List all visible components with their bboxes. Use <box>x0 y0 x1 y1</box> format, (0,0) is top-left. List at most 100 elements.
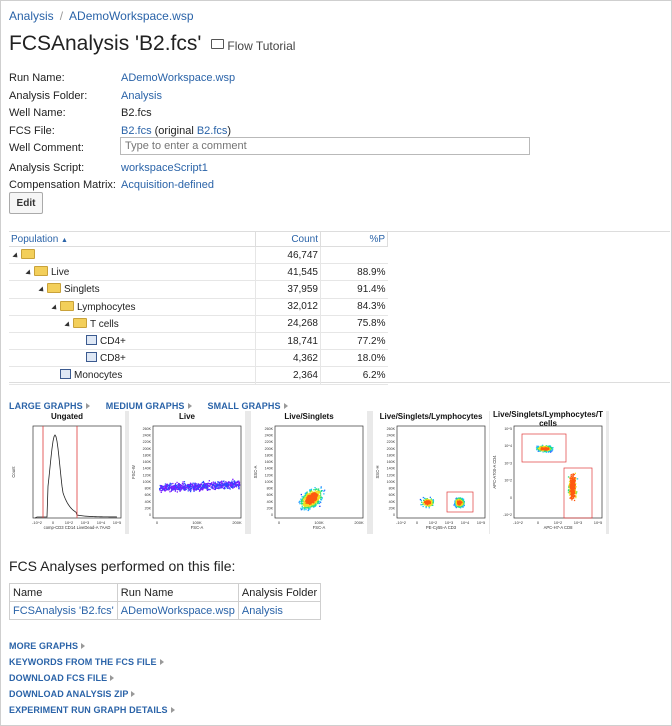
event-dot <box>193 489 195 491</box>
event-dot <box>307 497 309 499</box>
event-dot <box>574 481 576 483</box>
graph-thumbnail[interactable]: Live 260K 240K 220K 200K 180K 160K 140K 120K 100K… <box>129 411 245 534</box>
event-dot <box>305 505 307 507</box>
event-dot <box>309 502 312 505</box>
x-tick-label: 10^2 <box>429 520 438 525</box>
population-name[interactable]: Singlets <box>64 284 100 296</box>
population-name[interactable]: CD4+ <box>100 336 126 348</box>
event-dot <box>575 478 577 480</box>
more-graphs-link[interactable]: MORE GRAPHS <box>9 641 86 651</box>
graph-thumbnail[interactable]: Live/Singlets/Lymphocytes/T cells 10^5 10^… <box>490 410 606 534</box>
fcs-file-link[interactable]: B2.fcs <box>121 124 152 137</box>
graph-thumbnail[interactable]: Live/Singlets/Lymphocytes 260K 240K 220K 200… <box>373 411 489 534</box>
event-dot <box>202 489 204 491</box>
population-name[interactable]: Monocytes <box>74 370 123 382</box>
event-dot <box>572 478 574 480</box>
event-dot <box>320 487 322 489</box>
breadcrumb-workspace-link[interactable]: ADemoWorkspace.wsp <box>69 9 194 23</box>
expand-toggle-icon[interactable] <box>51 304 59 312</box>
event-dot <box>300 500 303 502</box>
analysis-name-link[interactable]: FCSAnalysis 'B2.fcs' <box>13 604 114 617</box>
y-tick-label: 260K <box>265 427 274 431</box>
event-dot <box>307 498 309 500</box>
event-dot <box>194 485 196 487</box>
event-dot <box>314 504 316 506</box>
event-dot <box>234 484 236 486</box>
expand-toggle-icon[interactable] <box>25 269 33 277</box>
event-dot <box>171 485 174 487</box>
small-graphs-link[interactable]: SMALL GRAPHS <box>208 401 288 411</box>
percent-header[interactable]: %P <box>320 232 388 247</box>
x-tick-label: 0 <box>278 520 281 525</box>
bottom-links: MORE GRAPHS KEYWORDS FROM THE FCS FILE D… <box>9 640 175 720</box>
event-dot <box>314 493 316 495</box>
table-row: Singlets 37,959 91.4% <box>9 280 388 299</box>
large-graphs-link[interactable]: LARGE GRAPHS <box>9 401 90 411</box>
analysis-script-link[interactable]: workspaceScript1 <box>121 161 208 174</box>
event-dot <box>215 487 217 489</box>
small-graphs-label[interactable]: SMALL GRAPHS <box>207 401 281 411</box>
large-graphs-label[interactable]: LARGE GRAPHS <box>9 401 83 411</box>
event-dot <box>545 450 547 452</box>
count-header[interactable]: Count <box>255 232 321 247</box>
keywords-link[interactable]: KEYWORDS FROM THE FCS FILE <box>9 657 164 667</box>
event-dot <box>303 498 305 501</box>
population-header[interactable]: Population ▲ <box>9 232 256 247</box>
event-dot <box>318 498 320 500</box>
event-dot <box>306 506 308 509</box>
event-dot <box>537 446 539 448</box>
population-count: 4,362 <box>255 349 321 368</box>
population-name[interactable]: CD8+ <box>100 353 126 365</box>
event-dot <box>427 502 429 504</box>
population-count: 24,268 <box>255 315 321 333</box>
event-dot <box>572 481 574 484</box>
run-name-link[interactable]: ADemoWorkspace.wsp <box>121 72 236 84</box>
download-fcs-link[interactable]: DOWNLOAD FCS FILE <box>9 673 115 683</box>
edit-button[interactable]: Edit <box>9 192 43 214</box>
expand-toggle-icon[interactable] <box>12 252 20 260</box>
event-dot <box>317 498 319 501</box>
analysis-folder-link[interactable]: Analysis <box>241 604 283 617</box>
analysis-folder-link[interactable]: Analysis <box>121 89 162 102</box>
more-graphs-label[interactable]: MORE GRAPHS <box>9 641 79 651</box>
population-name[interactable]: Live <box>51 267 70 279</box>
event-dot <box>184 484 186 486</box>
event-dot <box>569 479 572 481</box>
event-dot <box>318 494 320 496</box>
population-name[interactable]: T cells <box>90 318 119 330</box>
graph-thumbnail[interactable]: Ungated -10^2 0 10^2 10^3 10^4 10^5 comp-CD3 CD… <box>9 411 125 534</box>
event-dot <box>195 489 197 491</box>
download-zip-link[interactable]: DOWNLOAD ANALYSIS ZIP <box>9 689 136 699</box>
download-fcs-label[interactable]: DOWNLOAD FCS FILE <box>9 673 108 683</box>
fcs-original-link[interactable]: B2.fcs <box>196 124 228 137</box>
medium-graphs-link[interactable]: MEDIUM GRAPHS <box>106 401 192 411</box>
folder-link[interactable]: Flow Tutorial <box>211 39 295 53</box>
event-dot <box>229 488 231 490</box>
keywords-label[interactable]: KEYWORDS FROM THE FCS FILE <box>9 657 157 667</box>
download-zip-label[interactable]: DOWNLOAD ANALYSIS ZIP <box>9 689 129 699</box>
event-dot <box>208 483 210 485</box>
compensation-matrix-link[interactable]: Acquisition-defined <box>121 179 214 191</box>
event-dot <box>573 483 575 486</box>
breadcrumb-analysis-link[interactable]: Analysis <box>9 9 54 23</box>
run-properties: Run Name: ADemoWorkspace.wsp Analysis Fol… <box>9 70 235 195</box>
analysis-run-link[interactable]: ADemoWorkspace.wsp <box>120 604 235 617</box>
event-dot <box>568 489 570 491</box>
event-dot <box>426 499 428 501</box>
medium-graphs-label[interactable]: MEDIUM GRAPHS <box>105 401 185 411</box>
event-dot <box>421 501 423 503</box>
expand-toggle-icon[interactable] <box>38 286 46 295</box>
event-dot <box>567 491 570 493</box>
population-header-label[interactable]: Population <box>11 233 59 245</box>
run-graph-details-label[interactable]: EXPERIMENT RUN GRAPH DETAILS <box>9 705 168 715</box>
expand-toggle-icon[interactable] <box>64 321 72 329</box>
folder-link-label[interactable]: Flow Tutorial <box>227 39 296 53</box>
graph-thumbnail[interactable]: Live/Singlets 260K 240K 220K 200K 180K 160K 140… <box>251 411 367 534</box>
x-tick-label: 200K <box>232 520 242 525</box>
y-tick-label: 20K <box>389 506 396 510</box>
population-name[interactable]: Lymphocytes <box>77 301 136 313</box>
event-dot <box>575 495 577 497</box>
well-comment-input[interactable] <box>120 137 530 155</box>
run-graph-details-link[interactable]: EXPERIMENT RUN GRAPH DETAILS <box>9 705 175 715</box>
event-dot <box>573 483 575 485</box>
